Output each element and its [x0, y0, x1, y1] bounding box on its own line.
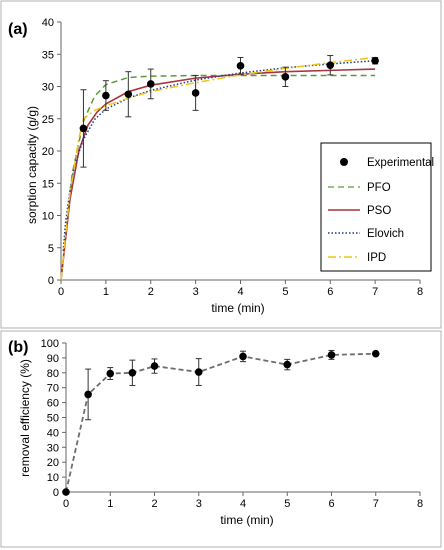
removal-point — [106, 369, 115, 378]
panel-b-y-tick-label: 30 — [47, 442, 59, 454]
panel-b-y-tick-label: 0 — [53, 487, 59, 499]
panel-b-x-tick-label: 1 — [107, 498, 113, 510]
panel-a-x-tick-label: 5 — [282, 286, 288, 298]
panel-b-x-tick-label: 6 — [328, 498, 334, 510]
removal-point — [194, 368, 203, 376]
panel-a-label: (a) — [8, 21, 28, 38]
panel-a-y-tick-label: 10 — [42, 211, 54, 223]
experimental-point — [146, 80, 155, 88]
legend-experimental-marker — [340, 158, 348, 166]
panel-a-x-axis-title: time (min) — [211, 301, 264, 315]
legend-elovich-label: Elovich — [367, 228, 404, 240]
panel-a-x-tick-label: 4 — [237, 286, 243, 298]
panel-b-tick-labels: 0 10 20 30 40 50 60 70 80 90 100 0 1 2 3 4 5 6 7 8 — [41, 338, 423, 510]
panel-b-y-tick-label: 20 — [47, 457, 59, 469]
experimental-point — [102, 91, 110, 100]
legend-pso-label: PSO — [367, 205, 391, 217]
panel-a-frame — [0, 0, 442, 329]
panel-a-y-tick-label: 0 — [48, 275, 54, 287]
removal-efficiency-line — [65, 352, 376, 493]
panel-b-x-tick-label: 2 — [151, 498, 157, 510]
panel-b-y-tick-label: 40 — [47, 427, 59, 439]
panel-b-series — [62, 349, 380, 496]
legend-experimental-label: Experimental — [367, 157, 434, 169]
panel-a-y-tick-label: 20 — [42, 146, 54, 158]
panel-b-x-tick-label: 7 — [373, 498, 379, 510]
panel-b-y-tick-label: 70 — [47, 383, 59, 395]
panel-a: (a) 0 5 10 15 20 25 30 35 40 0 1 2 3 4 5 6 7 8 time (min)… — [0, 0, 442, 329]
legend-box — [320, 142, 432, 272]
panel-b-x-tick-label: 5 — [284, 498, 290, 510]
legend-ipd-label: IPD — [367, 252, 386, 264]
experimental-point — [236, 62, 245, 70]
legend-pfo-label: PFO — [367, 182, 391, 194]
experimental-point — [326, 61, 335, 70]
removal-point — [150, 362, 159, 370]
panel-a-x-tick-label: 1 — [103, 286, 109, 298]
panel-a-y-axis-title: sorption capacity (g/g) — [25, 106, 39, 224]
panel-a-y-tick-label: 25 — [42, 114, 54, 126]
removal-point — [84, 390, 92, 399]
panel-a-y-tick-label: 5 — [48, 243, 54, 255]
curve-elovich — [62, 59, 376, 252]
panel-a-y-tick-label: 40 — [42, 17, 54, 29]
panel-b-y-tick-label: 10 — [47, 472, 59, 484]
panel-b-frame — [0, 330, 442, 548]
panel-a-legend: Experimental PFO PSO Elovich IPD — [320, 142, 434, 272]
panel-a-y-tick-label: 15 — [42, 178, 54, 190]
panel-a-x-tick-label: 8 — [417, 286, 423, 298]
removal-point — [239, 352, 247, 361]
panel-b-label: (b) — [8, 339, 28, 356]
panel-b-x-tick-label: 0 — [63, 498, 69, 510]
panel-a-axes — [57, 21, 421, 284]
panel-a-experimental-points — [79, 55, 379, 168]
panel-a-x-tick-label: 0 — [58, 286, 64, 298]
panel-b-y-tick-label: 100 — [41, 338, 59, 350]
panel-a-x-tick-label: 6 — [327, 286, 333, 298]
removal-point — [128, 369, 137, 377]
experimental-point — [371, 56, 379, 65]
panel-b-y-tick-label: 50 — [47, 413, 59, 425]
panel-b-x-tick-label: 8 — [417, 498, 423, 510]
panel-b-axes — [62, 342, 421, 496]
panel-b-y-tick-label: 90 — [47, 353, 59, 365]
panel-a-x-tick-label: 2 — [148, 286, 154, 298]
removal-point — [283, 360, 292, 369]
panel-a-x-tick-label: 3 — [193, 286, 199, 298]
panel-b-y-axis-title: removal efficiency (%) — [18, 359, 32, 477]
removal-point — [327, 351, 336, 359]
panel-b-x-tick-label: 3 — [196, 498, 202, 510]
panel-a-y-tick-label: 35 — [42, 49, 54, 61]
panel-a-tick-labels: 0 5 10 15 20 25 30 35 40 0 1 2 3 4 5 6 7 8 — [42, 17, 423, 298]
removal-point — [371, 349, 380, 358]
panel-b-x-axis-title: time (min) — [220, 513, 273, 527]
panel-b-y-tick-label: 80 — [47, 368, 59, 380]
removal-point — [62, 488, 70, 496]
panel-b-y-tick-label: 60 — [47, 398, 59, 410]
panel-a-x-tick-label: 7 — [372, 286, 378, 298]
panel-a-y-tick-label: 30 — [42, 82, 54, 94]
panel-b-x-tick-label: 4 — [240, 498, 246, 510]
experimental-point — [124, 90, 133, 99]
panel-b: (b) 0 10 20 30 40 50 60 70 80 90 100 0 1 2 3 4 5 6 7 8 time… — [0, 330, 442, 548]
experimental-point — [191, 89, 200, 97]
experimental-point — [281, 73, 290, 81]
experimental-point — [79, 124, 88, 133]
